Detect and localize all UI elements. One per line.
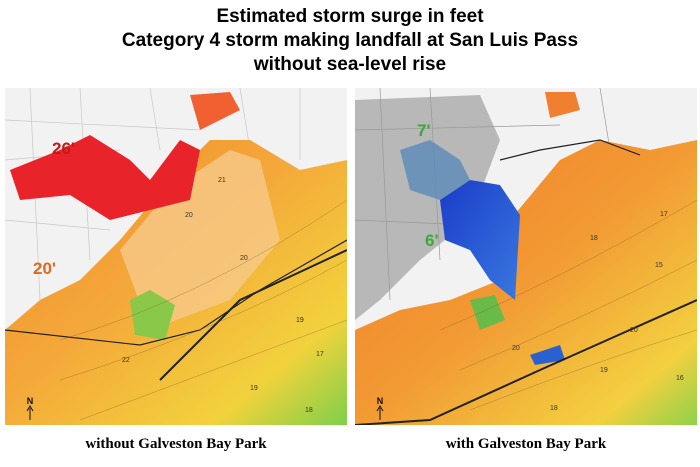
contour-label: 19	[600, 367, 608, 374]
contour-label: 21	[218, 177, 226, 184]
north-arrow-icon	[26, 405, 34, 420]
map-left	[5, 88, 347, 425]
contour-label: 19	[296, 317, 304, 324]
title-line: Category 4 storm making landfall at San …	[122, 30, 578, 51]
north-arrow: N	[377, 396, 384, 406]
map-label: 6'	[425, 231, 439, 250]
contour-label: 18	[305, 407, 313, 414]
north-arrow: N	[27, 396, 34, 406]
contour-label: 16	[676, 375, 684, 382]
caption: with Galveston Bay Park	[446, 436, 607, 452]
contour-label: 15	[655, 262, 663, 269]
contour-label: 19	[250, 385, 258, 392]
map-label: 20'	[33, 259, 56, 278]
contour-label: 20	[630, 327, 638, 334]
map-label: 7'	[417, 121, 431, 140]
title-line: Estimated storm surge in feet	[216, 6, 484, 27]
map-label: 26'	[52, 139, 75, 158]
contour-label: 20	[185, 212, 193, 219]
contour-label: 17	[660, 211, 668, 218]
contour-label: 17	[316, 351, 324, 358]
north-arrow-icon	[376, 405, 384, 420]
title-line: without sea-level rise	[253, 54, 446, 75]
contour-label: 22	[122, 357, 130, 364]
contour-label: 20	[512, 345, 520, 352]
contour-label: 18	[590, 235, 598, 242]
map-right	[355, 88, 697, 425]
contour-label: 20	[240, 255, 248, 262]
caption: without Galveston Bay Park	[85, 436, 267, 452]
contour-label: 18	[550, 405, 558, 412]
